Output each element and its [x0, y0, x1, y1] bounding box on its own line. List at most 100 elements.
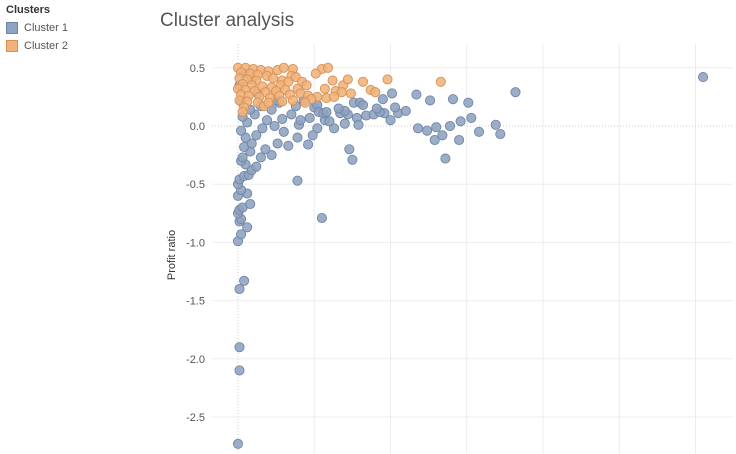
data-point-cluster-2[interactable]: [268, 73, 279, 84]
data-point-cluster-1[interactable]: [255, 152, 266, 163]
data-point-cluster-1[interactable]: [339, 118, 350, 129]
data-point-cluster-1[interactable]: [425, 95, 436, 106]
data-point-cluster-1[interactable]: [321, 106, 332, 118]
data-point-cluster-1[interactable]: [431, 122, 442, 133]
legend-swatch-cluster-1: [6, 22, 18, 34]
data-point-cluster-1[interactable]: [463, 97, 474, 108]
data-point-cluster-1[interactable]: [357, 99, 369, 111]
data-point-cluster-2[interactable]: [370, 87, 381, 98]
data-point-cluster-1[interactable]: [303, 139, 314, 150]
y-tick-label: -0.5: [186, 179, 205, 191]
data-point-cluster-1[interactable]: [422, 125, 433, 136]
data-point-cluster-2[interactable]: [310, 68, 321, 79]
data-point-cluster-1[interactable]: [444, 120, 456, 132]
data-point-cluster-1[interactable]: [386, 88, 398, 99]
data-point-cluster-1[interactable]: [390, 102, 401, 113]
data-point-cluster-1[interactable]: [455, 116, 466, 127]
data-point-cluster-1[interactable]: [277, 113, 288, 125]
legend: Clusters Cluster 1 Cluster 2: [6, 4, 68, 55]
data-point-cluster-2[interactable]: [300, 97, 311, 108]
data-point-cluster-2[interactable]: [342, 74, 353, 85]
data-point-cluster-1[interactable]: [454, 134, 465, 146]
data-point-cluster-1[interactable]: [377, 94, 388, 105]
data-point-cluster-2[interactable]: [382, 74, 393, 85]
data-point-cluster-1[interactable]: [251, 130, 262, 141]
data-point-cluster-2[interactable]: [322, 62, 334, 73]
data-point-cluster-1[interactable]: [269, 120, 280, 132]
data-point-cluster-1[interactable]: [240, 132, 251, 143]
data-point-cluster-1[interactable]: [266, 150, 277, 161]
data-point-cluster-1[interactable]: [371, 103, 382, 114]
data-point-cluster-1[interactable]: [385, 115, 396, 126]
legend-label-cluster-2: Cluster 2: [24, 40, 69, 52]
data-point-cluster-1[interactable]: [242, 222, 253, 233]
y-tick-label: 0.5: [190, 63, 205, 75]
data-point-cluster-1[interactable]: [292, 175, 303, 186]
data-point-cluster-1[interactable]: [251, 161, 262, 172]
data-point-cluster-1[interactable]: [234, 342, 245, 353]
data-point-cluster-1[interactable]: [283, 140, 294, 151]
data-point-cluster-1[interactable]: [260, 144, 271, 155]
data-point-cluster-1[interactable]: [257, 123, 268, 134]
data-point-cluster-1[interactable]: [429, 134, 440, 146]
data-point-cluster-1[interactable]: [440, 153, 451, 164]
data-point-cluster-2[interactable]: [263, 97, 274, 108]
data-point-cluster-1[interactable]: [272, 138, 283, 149]
data-point-cluster-1[interactable]: [466, 112, 477, 123]
data-point-cluster-1[interactable]: [333, 103, 344, 114]
data-point-cluster-1[interactable]: [236, 229, 247, 240]
data-point-cluster-2[interactable]: [237, 106, 248, 118]
data-point-cluster-2[interactable]: [301, 80, 312, 91]
data-point-cluster-2[interactable]: [319, 83, 330, 94]
y-tick-label: -2.5: [186, 412, 205, 424]
data-point-cluster-2[interactable]: [435, 76, 446, 87]
data-point-cluster-1[interactable]: [312, 123, 323, 134]
data-point-cluster-1[interactable]: [245, 198, 256, 210]
data-point-cluster-2[interactable]: [287, 95, 298, 106]
data-point-cluster-1[interactable]: [286, 109, 297, 120]
data-point-cluster-2[interactable]: [357, 76, 369, 87]
data-point-cluster-1[interactable]: [237, 152, 248, 163]
data-point-cluster-1[interactable]: [329, 123, 340, 134]
data-point-cluster-1[interactable]: [304, 112, 315, 123]
legend-title: Clusters: [6, 4, 51, 16]
data-point-cluster-1[interactable]: [353, 119, 364, 130]
data-point-cluster-1[interactable]: [412, 123, 424, 134]
y-axis-label: Profit ratio: [166, 230, 178, 280]
data-point-cluster-2[interactable]: [345, 88, 356, 99]
data-point-cluster-1[interactable]: [232, 438, 244, 449]
data-point-cluster-1[interactable]: [447, 94, 459, 105]
data-point-cluster-1[interactable]: [292, 132, 303, 143]
y-tick-label: -1.5: [186, 296, 205, 308]
data-point-cluster-1[interactable]: [324, 116, 335, 127]
data-point-cluster-1[interactable]: [278, 126, 289, 137]
legend-swatch-cluster-2: [6, 40, 18, 52]
data-point-cluster-1[interactable]: [234, 365, 245, 376]
data-point-cluster-1[interactable]: [307, 130, 318, 141]
legend-item-cluster-1[interactable]: Cluster 1: [6, 19, 68, 37]
data-point-cluster-1[interactable]: [236, 125, 247, 136]
data-point-cluster-1[interactable]: [261, 115, 273, 126]
data-point-cluster-1[interactable]: [347, 154, 358, 165]
data-point-cluster-1[interactable]: [234, 283, 245, 295]
data-point-cluster-1[interactable]: [495, 129, 506, 140]
data-point-cluster-1[interactable]: [295, 115, 306, 126]
legend-item-cluster-2[interactable]: Cluster 2: [6, 37, 68, 55]
data-point-cluster-1[interactable]: [490, 119, 501, 130]
data-point-cluster-1[interactable]: [510, 87, 521, 98]
legend-label-cluster-1: Cluster 1: [24, 22, 69, 34]
data-point-cluster-1[interactable]: [400, 105, 411, 116]
data-point-cluster-2[interactable]: [329, 91, 340, 102]
data-point-cluster-1[interactable]: [411, 89, 422, 100]
data-point-cluster-1[interactable]: [437, 130, 448, 141]
data-point-cluster-1[interactable]: [239, 275, 250, 286]
data-point-cluster-1[interactable]: [316, 212, 327, 224]
data-point-cluster-1[interactable]: [473, 126, 485, 137]
data-point-cluster-1[interactable]: [246, 138, 257, 149]
data-point-cluster-1[interactable]: [698, 72, 709, 83]
data-point-cluster-2[interactable]: [278, 62, 289, 73]
data-point-cluster-1[interactable]: [344, 144, 355, 155]
data-point-cluster-2[interactable]: [327, 75, 338, 86]
data-point-cluster-2[interactable]: [277, 96, 288, 107]
